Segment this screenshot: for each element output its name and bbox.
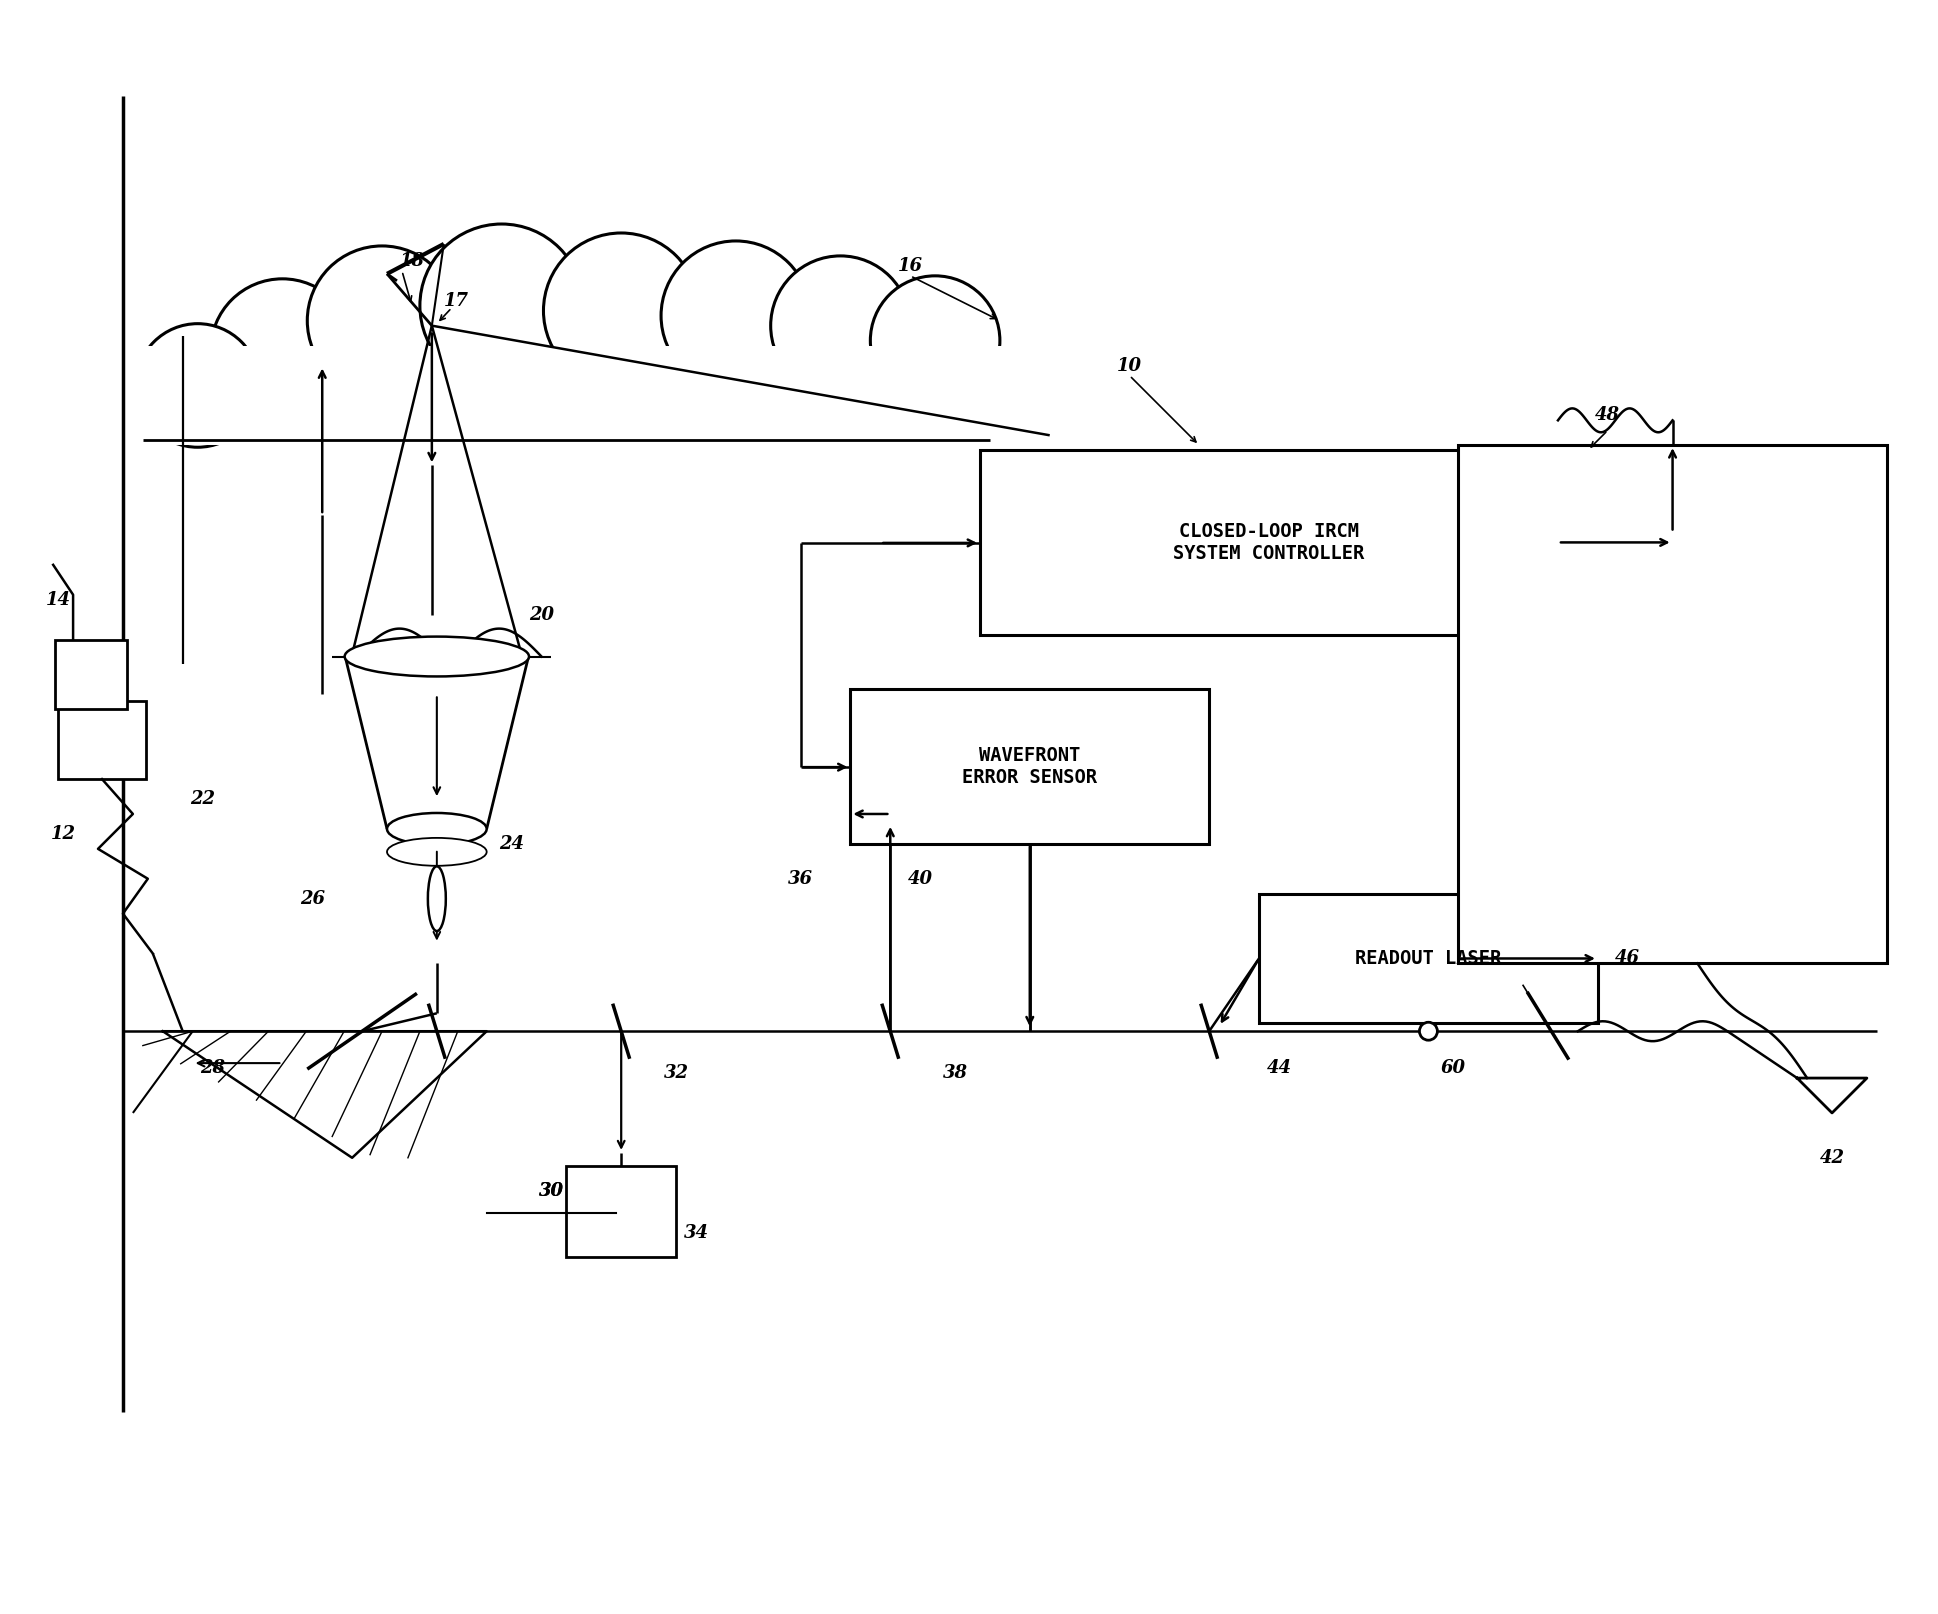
Circle shape: [1419, 1022, 1438, 1039]
Text: 32: 32: [663, 1064, 688, 1081]
Bar: [566, 1165, 676, 1257]
Text: 16: 16: [897, 257, 922, 274]
Text: 30: 30: [539, 1181, 564, 1199]
Text: 48: 48: [1595, 407, 1620, 424]
Circle shape: [771, 257, 911, 395]
Bar: [58, 702, 145, 780]
Text: 42: 42: [1820, 1149, 1845, 1167]
Text: 22: 22: [190, 789, 215, 809]
Circle shape: [543, 232, 700, 389]
Text: 17: 17: [444, 292, 469, 310]
Text: 14: 14: [47, 591, 70, 608]
Text: READOUT LASER: READOUT LASER: [1355, 949, 1502, 968]
Circle shape: [308, 245, 457, 395]
Text: 36: 36: [789, 870, 814, 888]
Text: 28: 28: [200, 1059, 225, 1077]
Circle shape: [136, 324, 260, 447]
Circle shape: [211, 279, 355, 423]
Text: 10: 10: [1116, 357, 1141, 374]
Text: 40: 40: [907, 870, 932, 888]
Circle shape: [661, 240, 810, 391]
Circle shape: [421, 224, 583, 387]
Bar: [851, 689, 1209, 844]
Bar: [981, 450, 1558, 634]
Bar: [54, 639, 126, 709]
Ellipse shape: [388, 813, 486, 844]
Ellipse shape: [388, 838, 486, 865]
Ellipse shape: [345, 636, 529, 676]
Text: 24: 24: [500, 834, 523, 852]
Text: 46: 46: [1614, 949, 1640, 967]
Text: 60: 60: [1440, 1059, 1465, 1077]
Text: 26: 26: [300, 889, 326, 907]
Bar: [1260, 894, 1597, 1023]
Text: 34: 34: [684, 1223, 709, 1241]
Text: 30: 30: [539, 1181, 564, 1199]
Text: 20: 20: [529, 605, 554, 623]
Ellipse shape: [428, 867, 446, 931]
Bar: [134, 345, 1010, 445]
Circle shape: [870, 276, 1000, 405]
Text: 38: 38: [942, 1064, 967, 1081]
Text: 12: 12: [50, 825, 76, 843]
Text: 44: 44: [1266, 1059, 1291, 1077]
Text: 18: 18: [399, 252, 424, 270]
Text: CLOSED-LOOP IRCM
SYSTEM CONTROLLER: CLOSED-LOOP IRCM SYSTEM CONTROLLER: [1172, 521, 1364, 563]
Bar: [1457, 445, 1888, 964]
Text: WAVEFRONT
ERROR SENSOR: WAVEFRONT ERROR SENSOR: [963, 746, 1097, 788]
